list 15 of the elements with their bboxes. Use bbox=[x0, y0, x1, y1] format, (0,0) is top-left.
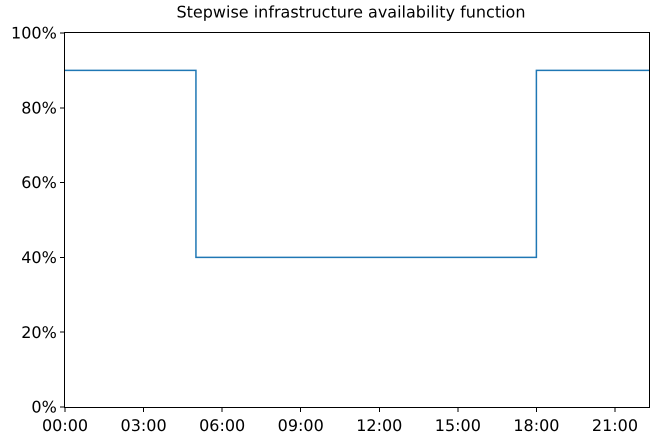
x-tick-label: 03:00 bbox=[120, 416, 167, 432]
y-tick-label: 60% bbox=[21, 173, 57, 192]
chart-title: Stepwise infrastructure availability function bbox=[176, 2, 526, 22]
x-tick-label: 09:00 bbox=[278, 416, 324, 432]
x-tick-label: 00:00 bbox=[42, 416, 88, 432]
y-tick-label: 100% bbox=[11, 24, 57, 43]
x-tick-label: 21:00 bbox=[592, 416, 638, 432]
y-tick-label: 20% bbox=[21, 322, 57, 342]
y-tick-label: 0% bbox=[31, 398, 57, 417]
y-tick-label: 40% bbox=[21, 248, 57, 267]
x-tick-label: 15:00 bbox=[434, 416, 481, 432]
x-tick-label: 18:00 bbox=[513, 416, 560, 432]
x-tick-label: 12:00 bbox=[356, 416, 402, 432]
x-tick-label: 06:00 bbox=[199, 416, 246, 432]
y-tick-label: 80% bbox=[21, 98, 57, 118]
